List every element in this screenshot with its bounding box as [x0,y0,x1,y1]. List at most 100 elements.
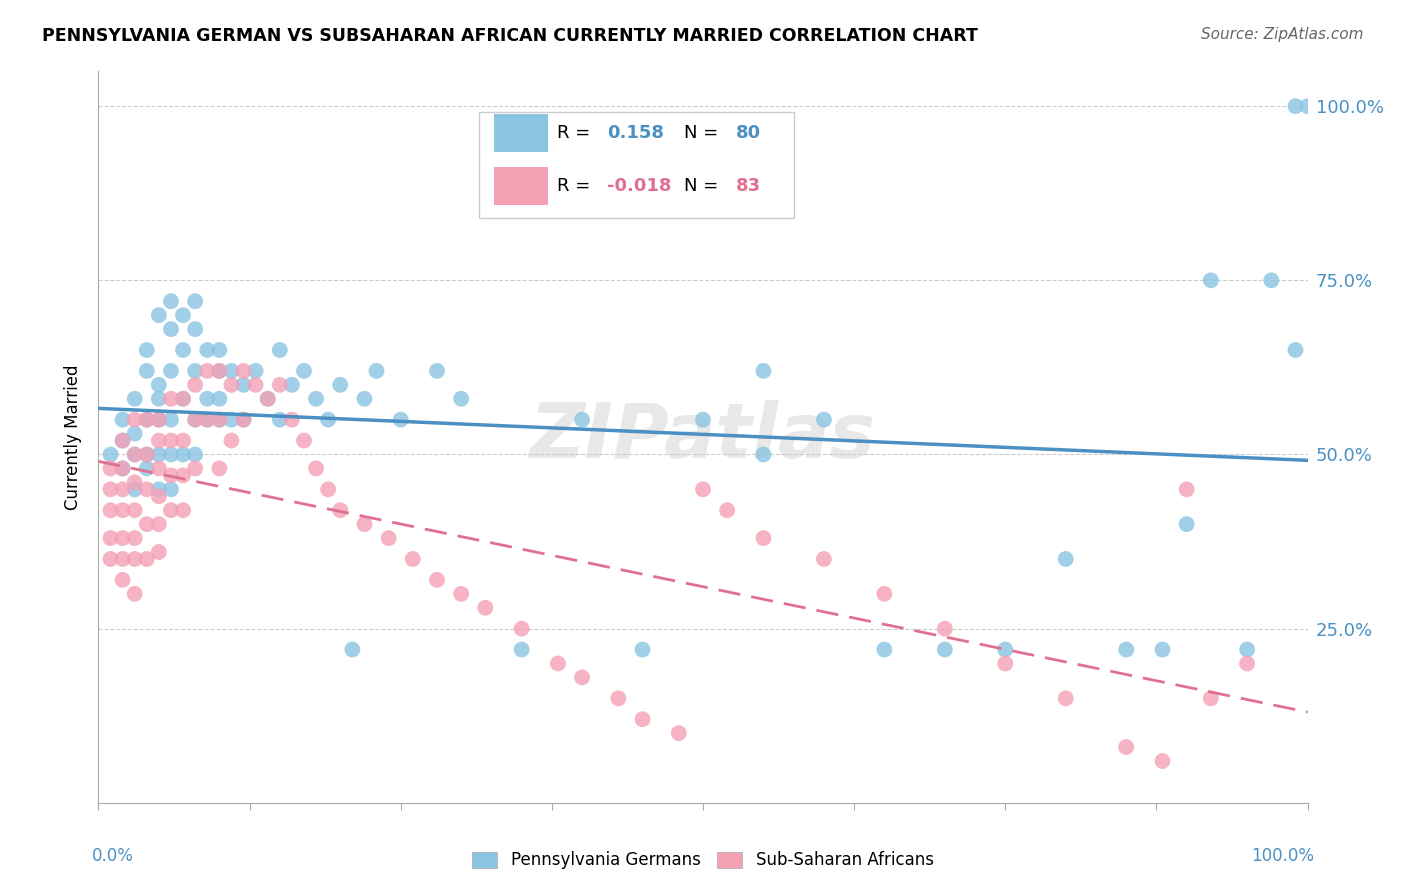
Point [450,392,472,406]
Point [135,343,157,357]
Point [269,412,291,426]
Point [148,448,170,462]
Point [195,364,218,378]
Point [426,573,449,587]
Point [873,587,896,601]
Point [172,468,194,483]
Point [148,392,170,406]
Point [571,412,593,426]
Point [245,377,267,392]
Point [124,483,146,497]
Point [184,412,207,426]
Point [111,461,134,475]
Point [1115,740,1137,755]
Point [124,448,146,462]
Point [329,377,352,392]
Point [124,448,146,462]
Point [269,377,291,392]
Point [1152,754,1174,768]
Text: PENNSYLVANIA GERMAN VS SUBSAHARAN AFRICAN CURRENTLY MARRIED CORRELATION CHART: PENNSYLVANIA GERMAN VS SUBSAHARAN AFRICA… [42,27,979,45]
Point [195,412,218,426]
Point [160,448,183,462]
Point [111,573,134,587]
Point [111,434,134,448]
Point [100,448,122,462]
Point [1175,483,1198,497]
Point [873,642,896,657]
Point [208,412,231,426]
Point [1284,343,1306,357]
Point [353,392,375,406]
Point [100,552,122,566]
Point [221,412,243,426]
Point [208,343,231,357]
Point [366,364,388,378]
Point [160,364,183,378]
Point [184,294,207,309]
Point [813,412,835,426]
Point [172,392,194,406]
Point [281,412,304,426]
Point [148,412,170,426]
Point [1296,99,1319,113]
Point [547,657,569,671]
Point [1054,552,1077,566]
Point [752,531,775,545]
Point [124,587,146,601]
Point [232,377,254,392]
Legend: Pennsylvania Germans, Sub-Saharan Africans: Pennsylvania Germans, Sub-Saharan Africa… [465,845,941,876]
Point [668,726,690,740]
Point [184,448,207,462]
Point [100,461,122,475]
Point [160,322,183,336]
Point [195,392,218,406]
Point [135,483,157,497]
Text: Source: ZipAtlas.com: Source: ZipAtlas.com [1201,27,1364,42]
Point [934,642,956,657]
Bar [494,167,548,205]
Point [111,503,134,517]
Point [353,517,375,532]
Point [111,483,134,497]
Point [124,392,146,406]
Text: -0.018: -0.018 [607,177,672,195]
Point [172,308,194,322]
Point [716,503,738,517]
Text: R =: R = [557,177,596,195]
Point [292,364,315,378]
Point [316,483,339,497]
Point [208,364,231,378]
Point [994,642,1017,657]
Text: 80: 80 [735,124,761,142]
Point [208,461,231,475]
Text: N =: N = [683,177,724,195]
Point [305,461,328,475]
Point [172,434,194,448]
Text: R =: R = [557,124,596,142]
Point [100,503,122,517]
Point [111,412,134,426]
Point [148,377,170,392]
Point [221,434,243,448]
Point [1199,691,1222,706]
Point [1054,691,1077,706]
Point [184,461,207,475]
Point [631,712,654,726]
Text: 100.0%: 100.0% [1250,847,1313,864]
Point [124,426,146,441]
Point [752,364,775,378]
Point [934,622,956,636]
Point [195,343,218,357]
Point [100,483,122,497]
Point [256,392,278,406]
Point [160,468,183,483]
Bar [494,114,548,153]
Point [221,377,243,392]
Point [184,322,207,336]
Point [195,412,218,426]
Point [111,461,134,475]
Point [184,412,207,426]
Point [571,670,593,684]
Bar [479,112,793,218]
Point [269,343,291,357]
